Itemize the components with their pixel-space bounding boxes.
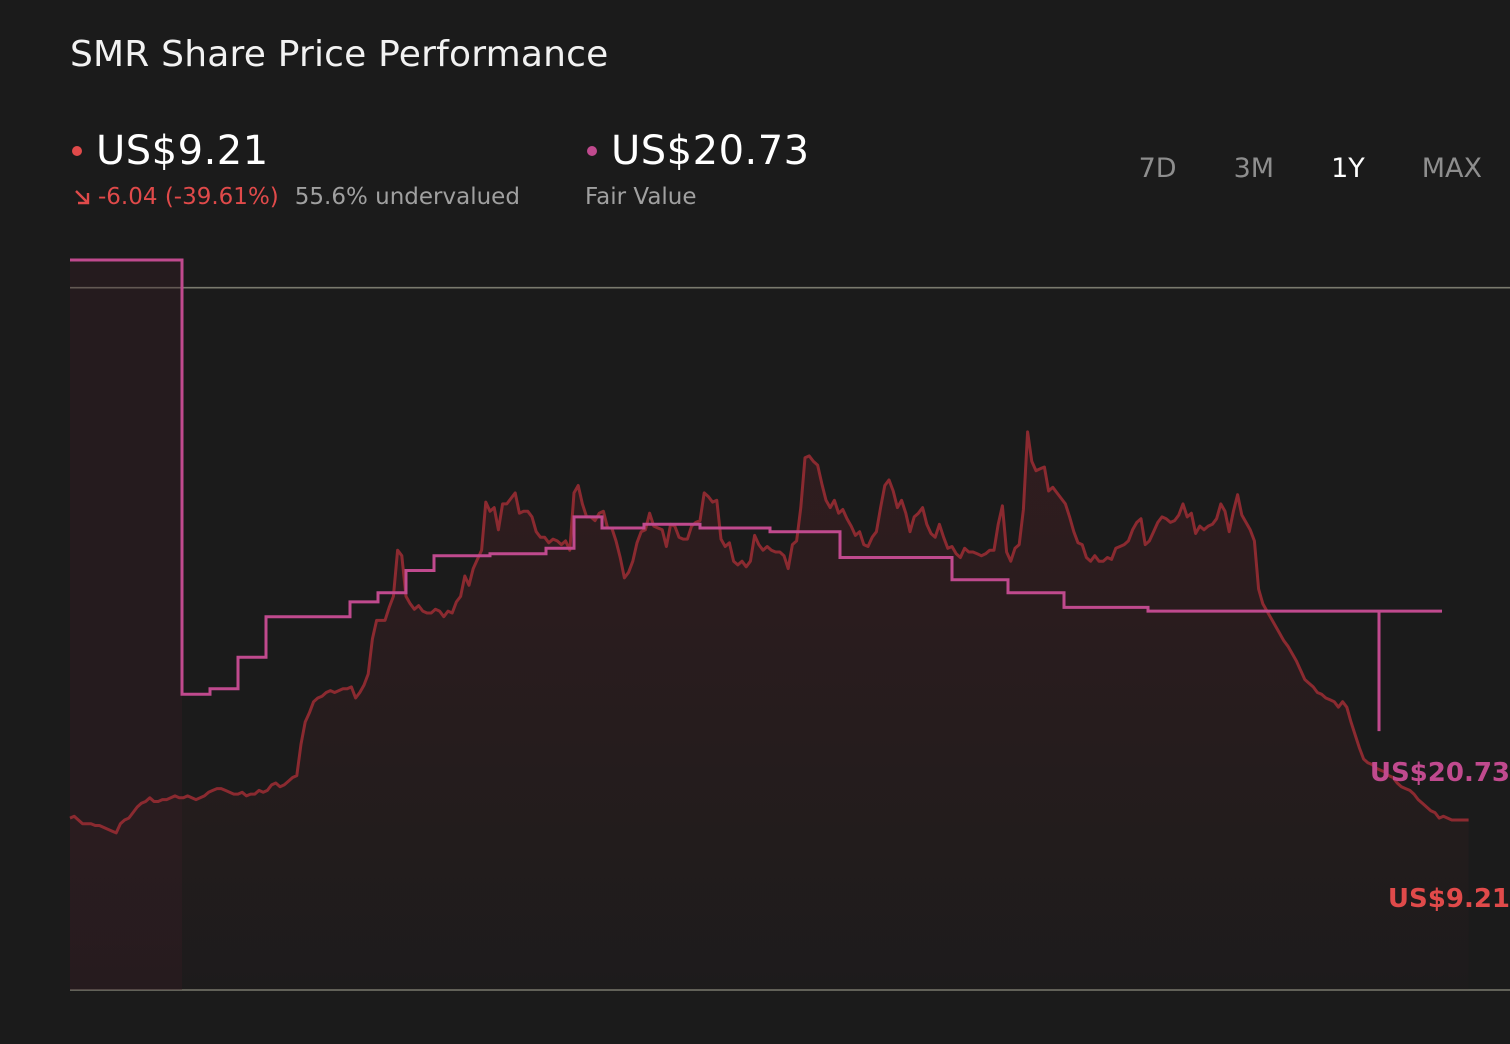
period-selector: 7D 3M 1Y MAX (1139, 153, 1482, 184)
period-7d[interactable]: 7D (1138, 153, 1177, 184)
fair-value-block: US$20.73 Fair Value (585, 128, 810, 210)
price-end-label: US$9.21 (1388, 884, 1510, 914)
period-3m[interactable]: 3M (1233, 153, 1275, 184)
fair-value-price: US$20.73 (611, 128, 810, 174)
period-max[interactable]: MAX (1421, 153, 1482, 184)
price-area (70, 431, 1469, 990)
price-change-text: -6.04 (-39.61%) (98, 184, 279, 210)
chart-title: SMR Share Price Performance (70, 34, 609, 75)
fair-value-end-label: US$20.73 (1370, 758, 1510, 788)
share-price-line (69, 430, 1469, 835)
fair-value-area (70, 260, 182, 990)
period-1y[interactable]: 1Y (1331, 153, 1365, 184)
arrow-down-right-icon (75, 190, 90, 205)
fair-value-line (70, 258, 1442, 696)
valuation-text: 55.6% undervalued (294, 184, 520, 210)
price-change: -6.04 (-39.61%) (70, 184, 279, 210)
fair-value-label: Fair Value (585, 184, 697, 210)
current-price-dot (72, 146, 82, 156)
current-price: US$9.21 (96, 128, 269, 174)
current-price-block: US$9.21 -6.04 (-39.61%) 55.6% undervalue… (70, 128, 520, 210)
fair-value-dot (587, 146, 597, 156)
